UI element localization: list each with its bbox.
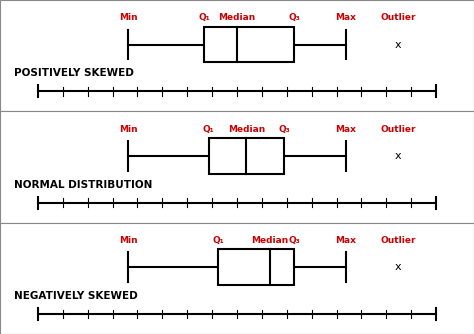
Text: x: x: [395, 39, 401, 49]
Text: Q₃: Q₃: [279, 125, 290, 134]
Text: Outlier: Outlier: [381, 13, 416, 22]
Text: Median: Median: [228, 125, 265, 134]
Text: Min: Min: [118, 125, 137, 134]
Text: Outlier: Outlier: [381, 125, 416, 134]
Text: NEGATIVELY SKEWED: NEGATIVELY SKEWED: [14, 291, 138, 301]
Text: POSITIVELY SKEWED: POSITIVELY SKEWED: [14, 68, 134, 78]
Text: Max: Max: [336, 125, 356, 134]
Text: x: x: [395, 262, 401, 272]
Bar: [209, 138, 284, 174]
Text: Max: Max: [336, 236, 356, 245]
Text: x: x: [395, 151, 401, 161]
Text: NORMAL DISTRIBUTION: NORMAL DISTRIBUTION: [14, 180, 153, 190]
Text: Outlier: Outlier: [381, 236, 416, 245]
Text: Q₃: Q₃: [288, 13, 300, 22]
Bar: [204, 27, 294, 62]
Text: Q₁: Q₁: [212, 236, 224, 245]
Text: Median: Median: [219, 13, 255, 22]
Text: Min: Min: [118, 236, 137, 245]
Text: Q₁: Q₁: [198, 13, 210, 22]
Bar: [218, 249, 294, 285]
Text: Median: Median: [252, 236, 289, 245]
Text: Min: Min: [118, 13, 137, 22]
Text: Q₃: Q₃: [288, 236, 300, 245]
Text: Q₁: Q₁: [203, 125, 214, 134]
Text: Max: Max: [336, 13, 356, 22]
